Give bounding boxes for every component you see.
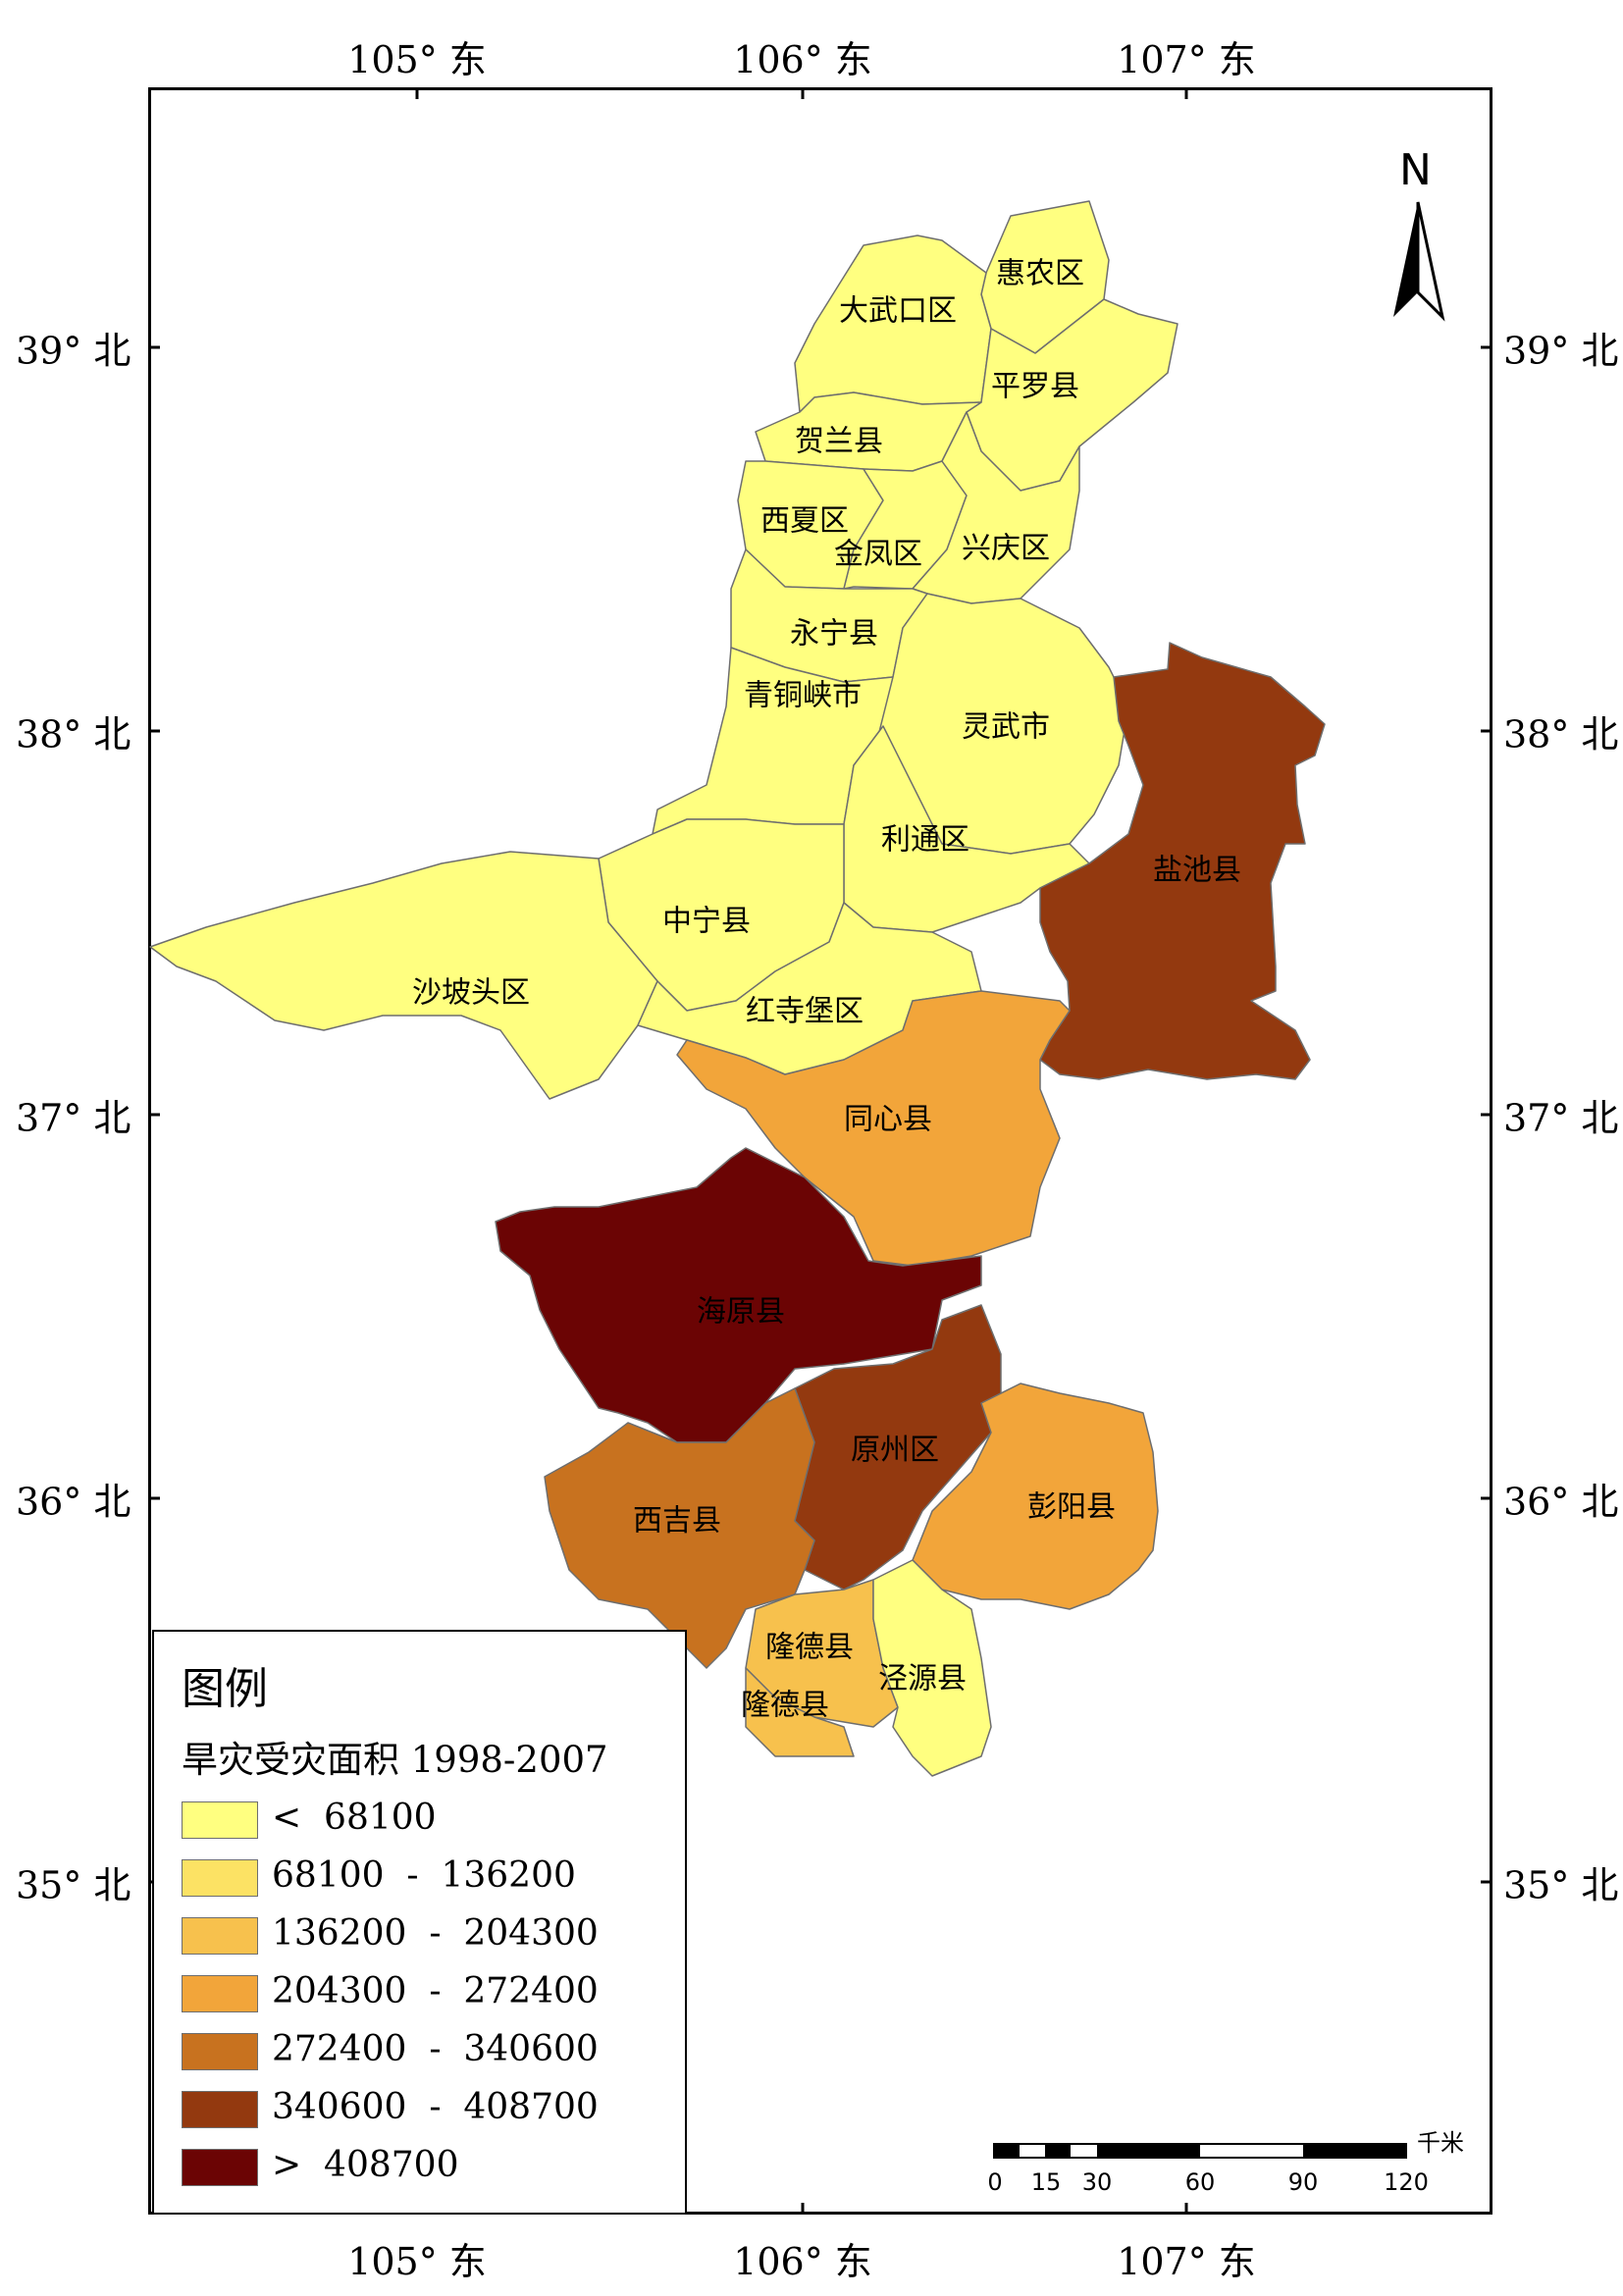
region-盐池县 — [1039, 642, 1326, 1080]
region-label: 隆德县 — [765, 1631, 854, 1665]
region-label: 惠农区 — [996, 257, 1084, 291]
region-label: 同心县 — [844, 1103, 932, 1137]
lat-label-right: 36° 北 — [1503, 1480, 1619, 1524]
lat-label-left: 38° 北 — [16, 712, 131, 757]
scale-bar: 千米 0 15 30 60 90 120 — [987, 2129, 1484, 2208]
lon-label-top: 106° 东 — [733, 38, 872, 81]
legend-label: 68100 - 136200 — [272, 1855, 576, 1896]
lat-label-right: 35° 北 — [1503, 1863, 1619, 1907]
region-label: 利通区 — [881, 823, 969, 858]
lat-label-left: 37° 北 — [16, 1096, 131, 1140]
scale-tick-label: 30 — [1081, 2168, 1113, 2196]
region-隆德县 — [745, 1667, 855, 1757]
scale-tick-label: 0 — [987, 2168, 1003, 2196]
scale-unit: 千米 — [1417, 2129, 1464, 2157]
region-label: 西夏区 — [760, 504, 849, 539]
legend-swatch — [182, 1801, 258, 1839]
region-label: 西吉县 — [633, 1504, 721, 1539]
region-label: 盐池县 — [1153, 854, 1241, 888]
scale-tick-label: 120 — [1384, 2168, 1429, 2196]
lon-label-top: 107° 东 — [1117, 38, 1256, 81]
legend-swatch — [182, 2033, 258, 2070]
region-label: 金凤区 — [834, 538, 922, 572]
region-label: 灵武市 — [962, 710, 1050, 745]
region-label: 彭阳县 — [1027, 1490, 1116, 1525]
legend-label: 204300 - 272400 — [272, 1971, 599, 2011]
region-彭阳县 — [912, 1383, 1159, 1610]
lat-label-right: 38° 北 — [1503, 712, 1619, 757]
region-label: 沙坡头区 — [412, 976, 530, 1011]
north-letter: N — [1399, 145, 1432, 195]
region-西吉县 — [544, 1387, 815, 1669]
region-label: 贺兰县 — [795, 425, 883, 459]
legend-swatch — [182, 2149, 258, 2186]
legend-swatch — [182, 2091, 258, 2128]
legend-swatch — [182, 1975, 258, 2012]
scale-tick-label: 15 — [1030, 2168, 1062, 2196]
region-label: 海原县 — [697, 1295, 785, 1330]
region-label: 隆德县 — [741, 1689, 829, 1723]
legend-label: 340600 - 408700 — [272, 2087, 599, 2127]
region-泾源县 — [872, 1559, 992, 1777]
scale-bar-graphic — [993, 2143, 1407, 2159]
lat-label-right: 37° 北 — [1503, 1096, 1619, 1140]
legend-subtitle: 旱灾受灾面积 1998-2007 — [182, 1739, 608, 1781]
region-label: 中宁县 — [662, 905, 751, 939]
lon-label-bottom: 107° 东 — [1117, 2240, 1256, 2283]
region-label: 兴庆区 — [962, 532, 1050, 566]
region-label: 原州区 — [851, 1434, 939, 1468]
lat-label-left: 35° 北 — [16, 1863, 131, 1907]
region-label: 红寺堡区 — [746, 995, 864, 1029]
legend-label: < 68100 — [272, 1798, 437, 1838]
region-label: 泾源县 — [878, 1662, 967, 1696]
lon-label-bottom: 105° 东 — [347, 2240, 487, 2283]
lon-label-top: 105° 东 — [347, 38, 487, 81]
north-arrow: N — [1374, 145, 1462, 332]
lat-label-left: 36° 北 — [16, 1480, 131, 1524]
scale-tick-label: 60 — [1184, 2168, 1216, 2196]
scale-tick-label: 90 — [1287, 2168, 1319, 2196]
lat-label-right: 39° 北 — [1503, 329, 1619, 373]
region-label: 青铜峡市 — [744, 679, 862, 713]
legend-label: > 408700 — [272, 2145, 459, 2185]
lon-label-bottom: 106° 东 — [733, 2240, 872, 2283]
region-沙坡头区 — [149, 851, 658, 1100]
region-label: 大武口区 — [839, 294, 957, 329]
legend-title: 图例 — [182, 1664, 268, 1714]
region-海原县 — [495, 1147, 982, 1443]
region-label: 永宁县 — [790, 617, 878, 652]
north-arrow-icon — [1393, 201, 1445, 322]
map-frame — [148, 87, 1492, 2215]
legend-label: 136200 - 204300 — [272, 1913, 599, 1954]
legend-swatch — [182, 1859, 258, 1897]
legend: 图例 旱灾受灾面积 1998-2007 < 68100 68100 - 1362… — [152, 1630, 687, 2215]
legend-swatch — [182, 1917, 258, 1955]
region-同心县 — [676, 990, 1071, 1267]
lat-label-left: 39° 北 — [16, 329, 131, 373]
region-label: 平罗县 — [991, 370, 1079, 404]
legend-label: 272400 - 340600 — [272, 2029, 599, 2069]
